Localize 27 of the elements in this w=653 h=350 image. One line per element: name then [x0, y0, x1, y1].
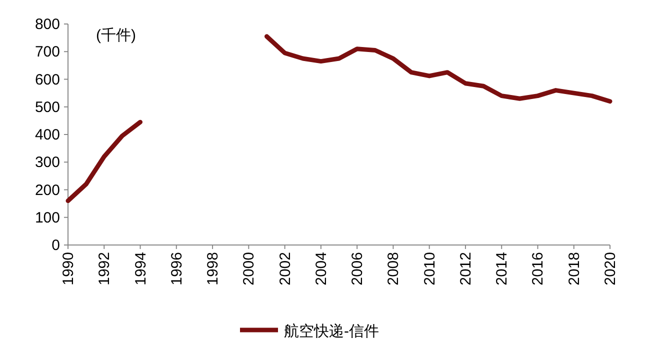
x-tick-label: 2018	[566, 252, 583, 286]
x-tick-label: 2002	[276, 252, 294, 286]
y-tick-label: 400	[34, 126, 60, 144]
y-tick-label: 700	[34, 44, 60, 61]
x-tick-label: 2008	[385, 252, 402, 286]
x-tick-label: 2016	[530, 252, 547, 286]
x-tick-label: 2010	[421, 252, 438, 286]
y-tick-label: 500	[34, 98, 60, 116]
x-tick-label: 2000	[240, 252, 258, 286]
x-tick-label: 2004	[312, 252, 330, 286]
x-tick-label: 1990	[60, 252, 77, 286]
y-tick-label: 800	[34, 16, 60, 33]
legend-label: 航空快递-信件	[284, 323, 379, 340]
y-tick-label: 100	[34, 209, 60, 226]
x-tick-label: 1994	[132, 252, 150, 286]
x-tick-label: 1996	[168, 252, 186, 286]
y-tick-label: 300	[34, 154, 60, 172]
x-tick-label: 2014	[494, 252, 511, 286]
y-tick-label: 200	[34, 182, 60, 199]
y-tick-label: 0	[52, 237, 60, 254]
x-tick-label: 2006	[349, 252, 366, 286]
annotation: (千件)	[96, 27, 136, 44]
x-tick-label: 2020	[602, 252, 619, 286]
x-tick-label: 1998	[204, 252, 222, 286]
x-tick-label: 1992	[96, 252, 114, 286]
x-tick-label: 2012	[457, 252, 474, 286]
y-tick-label: 600	[34, 71, 60, 88]
